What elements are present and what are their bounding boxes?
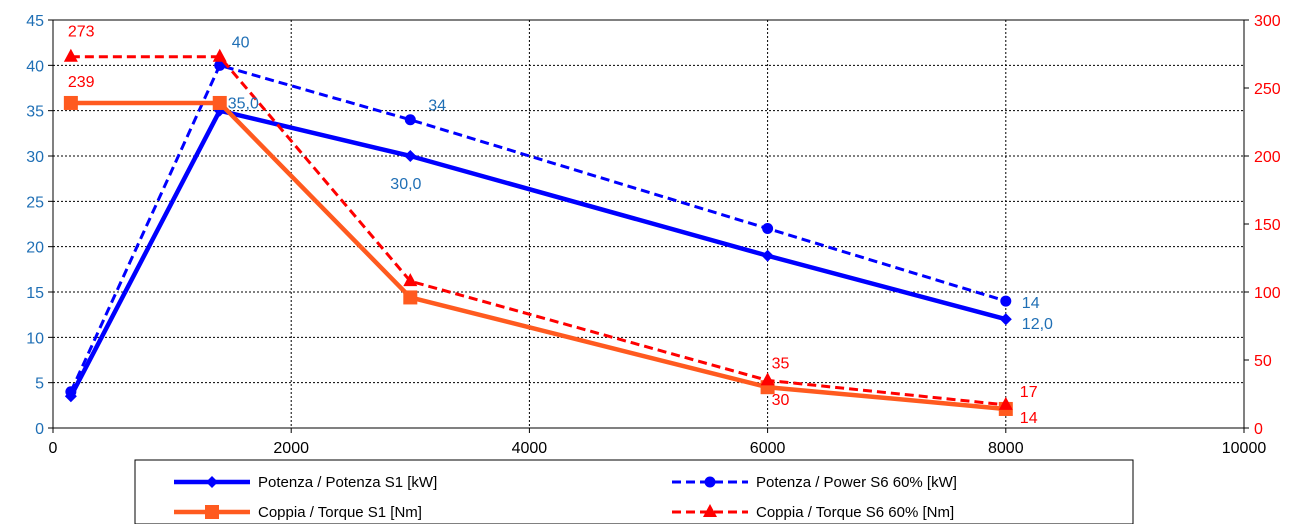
x-tick-label: 4000 — [512, 440, 548, 457]
series-line — [69, 63, 1007, 393]
series-point — [760, 372, 775, 386]
legend-label: Potenza / Potenza S1 [kW] — [258, 474, 437, 491]
y-left-tick-label: 10 — [26, 330, 44, 347]
y-left-tick-label: 40 — [26, 58, 44, 75]
series-2 — [65, 59, 1012, 398]
y-right-tick-label: 50 — [1254, 353, 1272, 370]
legend-item-3: Coppia / Torque S1 [Nm] — [174, 504, 422, 521]
legend-label: Coppia / Torque S6 60% [Nm] — [756, 504, 954, 521]
series-point — [404, 114, 416, 126]
y-right-tick-label: 100 — [1254, 285, 1281, 302]
legend-label: Coppia / Torque S1 [Nm] — [258, 504, 422, 521]
data-label: 35 — [772, 355, 790, 372]
y-right-tick-label: 200 — [1254, 149, 1281, 166]
y-left-tick-label: 35 — [26, 104, 44, 121]
y-left-tick-label: 5 — [35, 376, 44, 393]
series-point — [762, 223, 774, 235]
series-point — [404, 150, 417, 162]
legend-item-1: Potenza / Potenza S1 [kW] — [174, 474, 437, 491]
series-point — [212, 95, 227, 110]
series-1 — [64, 104, 1012, 403]
x-tick-label: 10000 — [1222, 440, 1267, 457]
legend-marker — [703, 504, 717, 517]
y-left-tick-label: 25 — [26, 194, 44, 211]
x-tick-label: 2000 — [273, 440, 309, 457]
series-line — [68, 108, 1007, 398]
series-point — [214, 59, 226, 71]
data-labels: 35,0 30,0 12,0 40 34 14 239 30 14 273 35 17 — [68, 24, 1053, 427]
x-tick-label: 8000 — [988, 440, 1024, 457]
legend-box — [134, 459, 1134, 524]
y-left-tick-label: 0 — [35, 421, 44, 438]
data-label: 35,0 — [228, 96, 259, 113]
series-line — [70, 100, 1007, 412]
data-label: 273 — [68, 24, 95, 41]
data-label: 14 — [1022, 295, 1040, 312]
legend-marker — [205, 505, 219, 519]
data-label: 30 — [772, 392, 790, 409]
legend-marker — [206, 476, 218, 488]
series-point — [63, 48, 78, 62]
series-point — [1000, 295, 1012, 307]
grid — [52, 19, 1245, 429]
series-point — [212, 48, 227, 62]
series-point — [63, 95, 78, 110]
y-left-tick-label: 30 — [26, 149, 44, 166]
series-point — [65, 386, 77, 398]
y-left-tick-label: 15 — [26, 285, 44, 302]
y-right-tick-label: 150 — [1254, 217, 1281, 234]
legend-item-2: Potenza / Power S6 60% [kW] — [672, 474, 957, 491]
series-point — [403, 290, 418, 305]
series-point — [998, 396, 1013, 410]
series-3 — [63, 95, 1013, 416]
y-left-tick-label: 20 — [26, 240, 44, 257]
y-left-tick-label: 45 — [26, 13, 44, 30]
series-4 — [63, 48, 1013, 410]
y-right-tick-label: 0 — [1254, 421, 1263, 438]
legend-item-4: Coppia / Torque S6 60% [Nm] — [672, 504, 954, 521]
series-point — [999, 313, 1012, 326]
legend-label: Potenza / Power S6 60% [kW] — [756, 474, 957, 491]
data-label: 14 — [1020, 410, 1038, 427]
legend: Potenza / Potenza S1 [kW] Potenza / Power… — [134, 459, 1134, 524]
data-label: 34 — [428, 98, 446, 115]
y-right-tick-label: 250 — [1254, 81, 1281, 98]
x-tick-label: 0 — [49, 440, 58, 457]
x-tick-label: 6000 — [750, 440, 786, 457]
data-label: 30,0 — [390, 176, 421, 193]
data-label: 17 — [1020, 384, 1038, 401]
series-point — [761, 249, 774, 262]
data-label: 40 — [232, 34, 250, 51]
series-group — [63, 48, 1013, 416]
data-label: 12,0 — [1022, 316, 1053, 333]
data-label: 239 — [68, 74, 95, 91]
series-point — [403, 273, 418, 287]
series-line — [70, 55, 1006, 407]
y-right-tick-label: 300 — [1254, 13, 1281, 30]
legend-marker — [704, 476, 716, 488]
